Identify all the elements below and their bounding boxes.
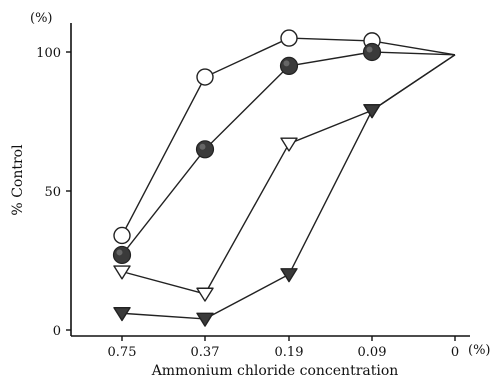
filled-triangle-marker — [113, 307, 131, 322]
open-circle-marker — [113, 226, 131, 245]
filled-circle-highlight — [116, 249, 123, 256]
filled-triangle-marker — [363, 104, 381, 119]
filled-circle-highlight — [199, 143, 206, 150]
x-unit-label: (%) — [468, 343, 491, 358]
filled-circle-marker — [279, 56, 299, 76]
open-circle-marker — [196, 68, 214, 86]
y-axis-title: % Control — [10, 144, 26, 216]
series-line-2 — [121, 51, 456, 256]
filled-circle-marker — [112, 245, 132, 265]
filled-circle-marker — [195, 140, 215, 159]
filled-circle-marker — [362, 42, 382, 62]
series-group — [112, 29, 456, 327]
open-triangle-marker — [280, 137, 298, 152]
open-triangle-marker — [113, 265, 131, 280]
y-tick-label: 50 — [44, 185, 61, 200]
filled-triangle-marker — [196, 312, 214, 327]
x-axis-title: Ammonium chloride concentration — [151, 363, 399, 379]
filled-circle-highlight — [366, 46, 373, 53]
series-line-3 — [121, 54, 456, 295]
x-tick-label: 0.09 — [358, 345, 387, 360]
y-unit-label: (%) — [30, 11, 53, 26]
open-circle-marker — [280, 29, 298, 47]
x-tick-label: 0.37 — [191, 345, 220, 360]
y-tick-label: 0 — [53, 324, 61, 339]
filled-triangle-marker — [280, 268, 298, 283]
x-tick-label: 0 — [451, 345, 459, 360]
open-triangle-marker — [196, 287, 214, 302]
y-tick-label: 100 — [36, 46, 61, 61]
x-tick-label: 0.19 — [275, 345, 304, 360]
x-tick-label: 0.75 — [108, 345, 137, 360]
filled-circle-highlight — [283, 60, 290, 67]
tick-group: 0.75 0.37 0.19 0.09 0 0 50 100 — [36, 46, 459, 360]
